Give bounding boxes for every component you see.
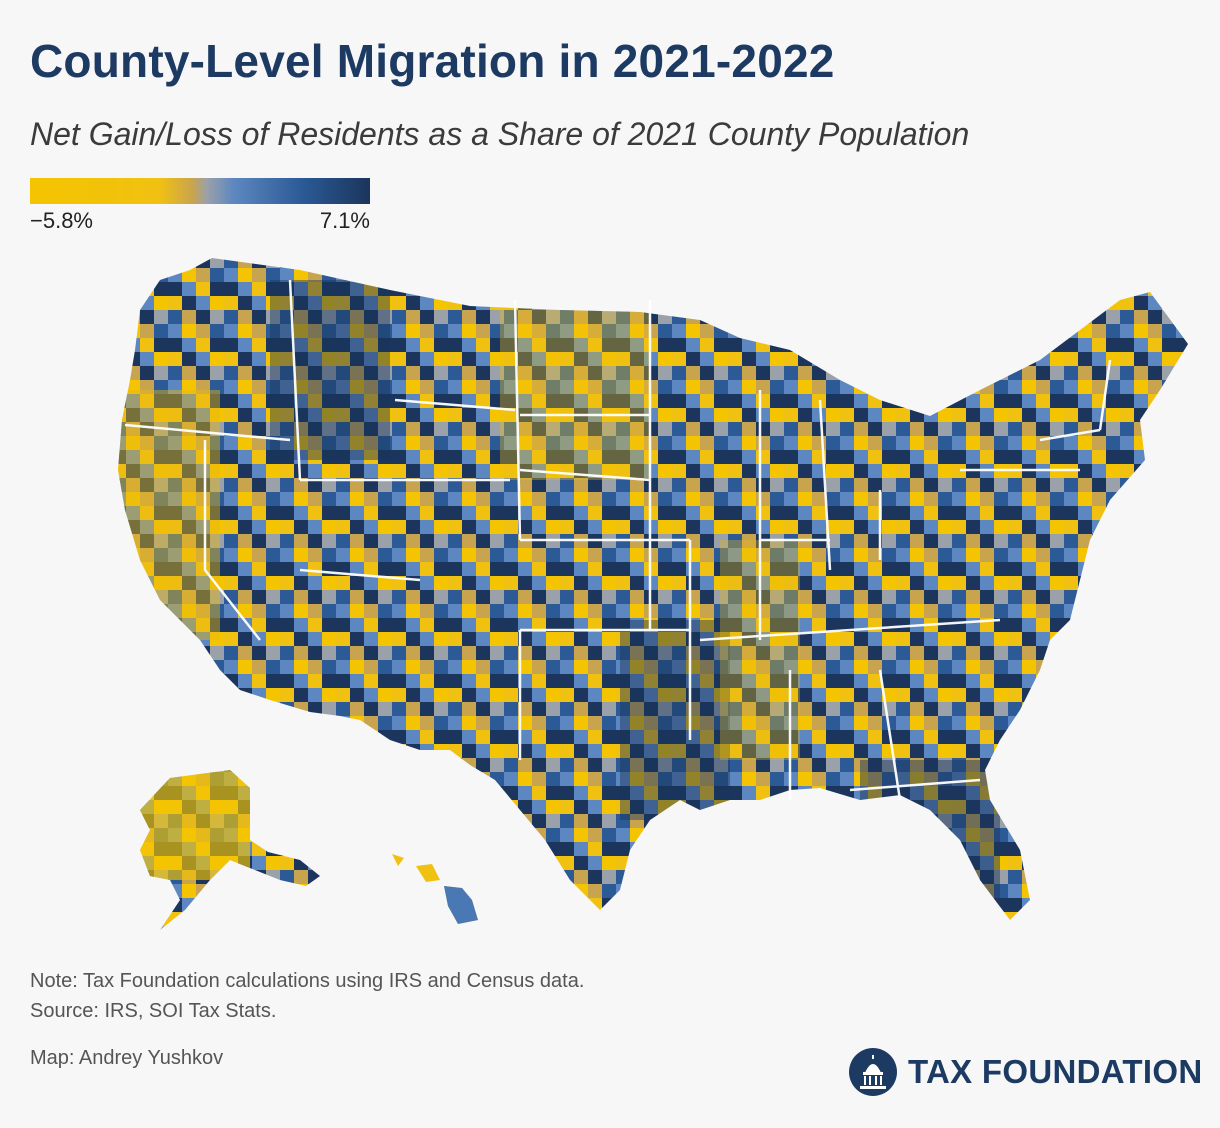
hawaii-counties [392, 854, 478, 924]
county-migration-map [118, 258, 1188, 930]
footnote-source: Source: IRS, SOI Tax Stats. [30, 1000, 277, 1022]
contiguous-us-counties [118, 258, 1188, 920]
page-title: County-Level Migration in 2021-2022 [30, 35, 835, 87]
page-subtitle: Net Gain/Loss of Residents as a Share of… [30, 116, 970, 152]
alaska-counties [140, 770, 320, 930]
capitol-dome-icon [849, 1048, 897, 1096]
legend-max-label: 7.1% [319, 208, 370, 233]
legend-min-label: −5.8% [30, 208, 93, 233]
tax-foundation-brand: TAX FOUNDATION [848, 1046, 1202, 1098]
brand-name: TAX FOUNDATION [908, 1053, 1203, 1090]
footnote-note: Note: Tax Foundation calculations using … [30, 970, 585, 992]
legend-color-scale [30, 178, 370, 204]
footnote-credit: Map: Andrey Yushkov [30, 1047, 224, 1069]
